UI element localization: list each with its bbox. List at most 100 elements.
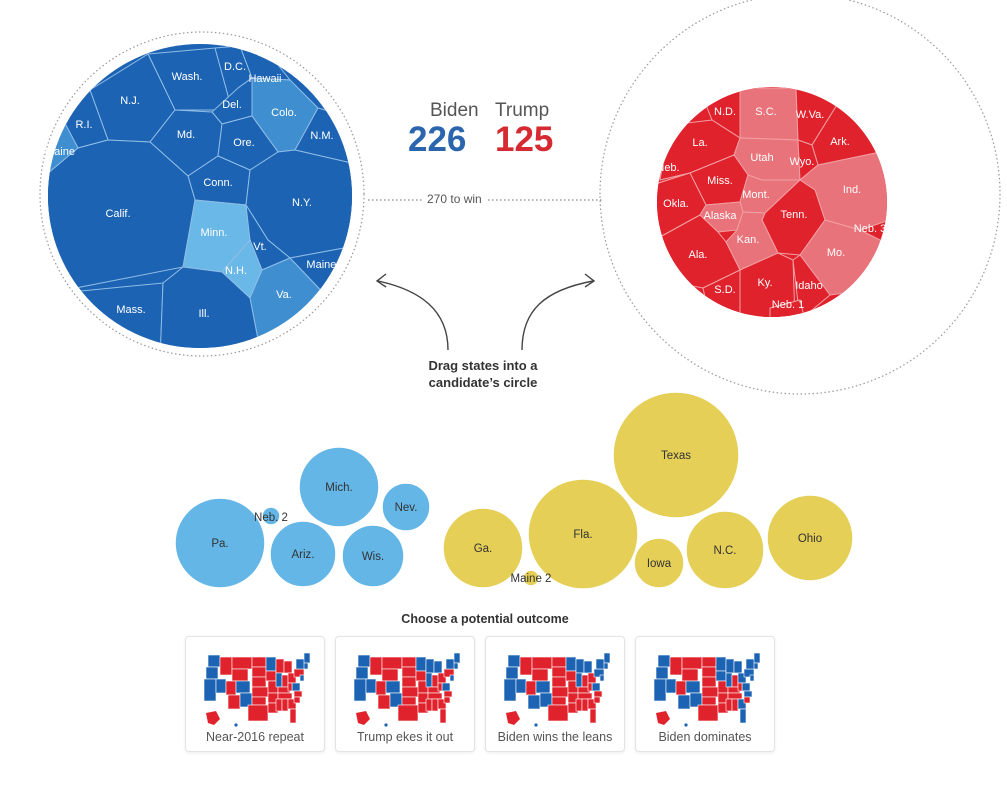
cell-mass[interactable] xyxy=(40,282,164,360)
tossup-bubble-nev[interactable] xyxy=(381,482,431,532)
map-state-in xyxy=(431,674,439,688)
map-state-mt xyxy=(681,656,703,670)
map-state-me xyxy=(603,652,610,664)
map-state-ca xyxy=(503,678,517,702)
map-state-mn xyxy=(715,656,727,672)
map-state-wi xyxy=(275,658,285,674)
state-label-calif: Calif. xyxy=(105,208,130,220)
drag-instruction-line1: Drag states into a xyxy=(428,358,538,373)
map-state-il xyxy=(725,672,733,688)
map-state-wy xyxy=(531,668,549,682)
map-state-ut xyxy=(225,680,237,696)
biden-score: Biden 226 xyxy=(408,100,479,158)
map-state-wv xyxy=(737,682,743,692)
map-state-ok xyxy=(401,696,417,706)
map-state-co xyxy=(385,680,401,694)
map-state-ut xyxy=(525,680,537,696)
map-state-ia xyxy=(565,670,577,682)
tossup-bubble-ga[interactable] xyxy=(442,507,524,589)
tossup-bubbles: Pa. Neb. 2 Mich. Nev. Ariz. Wis. Ga. Maine 2 Fla… xyxy=(174,391,854,590)
drag-instruction-line2: candidate’s circle xyxy=(428,375,538,390)
map-state-ca xyxy=(353,678,367,702)
arrowhead-right-icon xyxy=(584,273,596,288)
state-label-n-d: N.D. xyxy=(714,106,736,118)
map-state-or xyxy=(505,666,519,680)
tossup-label-mich: Mich. xyxy=(325,482,352,494)
map-state-al xyxy=(431,698,439,712)
state-label-maine-1: Maine 1 xyxy=(306,259,345,271)
tossup-bubble-n-c[interactable] xyxy=(685,510,765,590)
state-label-ark: Ark. xyxy=(830,136,850,148)
state-label-neb-3: Neb. 3 xyxy=(854,223,886,235)
us-map-thumbnail xyxy=(203,652,310,727)
map-state-wa xyxy=(657,654,671,668)
trump-state-cells xyxy=(657,87,887,320)
tossup-bubble-iowa[interactable] xyxy=(633,537,685,589)
outcome-card-trump-ekes-it-out[interactable]: Trump ekes it out xyxy=(335,636,475,752)
map-state-nd xyxy=(551,656,567,668)
tossup-bubble-pa[interactable] xyxy=(174,497,266,589)
map-state-nc xyxy=(443,690,453,698)
map-state-id xyxy=(519,656,533,676)
outcomes-heading: Choose a potential outcome xyxy=(401,612,569,626)
map-state-wv xyxy=(287,682,293,692)
map-state-sc xyxy=(293,696,301,704)
map-state-nh xyxy=(303,662,309,670)
state-label-tenn: Tenn. xyxy=(781,209,808,221)
map-state-ok xyxy=(251,696,267,706)
state-label-r-i: R.I. xyxy=(75,119,92,131)
map-state-mi xyxy=(283,660,293,674)
cell-ill[interactable] xyxy=(159,266,263,360)
tossup-bubble-mich[interactable] xyxy=(298,446,380,528)
map-state-co xyxy=(535,680,551,694)
map-state-az xyxy=(227,694,241,710)
map-state-il xyxy=(275,672,283,688)
cell-idaho[interactable] xyxy=(792,254,831,320)
biden-drop-zone[interactable] xyxy=(39,31,365,357)
map-state-id xyxy=(369,656,383,676)
state-label-miss: Miss. xyxy=(707,175,733,187)
state-label-n-h: N.H. xyxy=(225,265,247,277)
outcome-card-biden-dominates[interactable]: Biden dominates xyxy=(635,636,775,752)
map-state-az xyxy=(377,694,391,710)
map-state-mi xyxy=(733,660,743,674)
map-state-nj xyxy=(749,674,755,682)
map-state-nc xyxy=(743,690,753,698)
tossup-bubble-ariz[interactable] xyxy=(269,520,337,588)
map-state-sd xyxy=(551,666,567,678)
state-label-utah: Utah xyxy=(750,152,773,164)
map-state-ia xyxy=(265,670,277,682)
cell-calif[interactable] xyxy=(40,139,196,296)
tossup-bubble-maine-2[interactable] xyxy=(522,569,540,587)
drag-arrows xyxy=(375,273,596,351)
us-map-thumbnail xyxy=(353,652,460,727)
tossup-label-ariz: Ariz. xyxy=(292,549,315,561)
tossup-bubble-ohio[interactable] xyxy=(766,494,854,582)
map-state-wa xyxy=(207,654,221,668)
arrow-right-icon xyxy=(521,280,594,351)
map-state-mt xyxy=(231,656,253,670)
map-state-nv xyxy=(215,678,227,694)
tossup-bubble-wis[interactable] xyxy=(341,524,405,588)
map-state-or xyxy=(655,666,669,680)
outcome-card-biden-wins-the-leans[interactable]: Biden wins the leans xyxy=(485,636,625,752)
outcome-card-near-2016-repeat[interactable]: Near-2016 repeat xyxy=(185,636,325,752)
tossup-bubble-fla[interactable] xyxy=(527,478,639,590)
state-label-hawaii: Hawaii xyxy=(248,73,281,85)
map-state-sc xyxy=(743,696,751,704)
tossup-bubble-neb-2[interactable] xyxy=(261,506,281,526)
tossup-bubble-texas[interactable] xyxy=(612,391,740,519)
map-state-hi xyxy=(684,723,688,727)
threshold-label: 270 to win xyxy=(423,192,486,206)
state-label-colo: Colo. xyxy=(271,107,297,119)
map-state-id xyxy=(219,656,233,676)
map-state-il xyxy=(575,672,583,688)
map-state-ks xyxy=(401,686,419,698)
map-state-az xyxy=(677,694,691,710)
map-state-ak xyxy=(506,711,520,725)
map-state-ms xyxy=(425,698,433,712)
state-label-n-m: N.M. xyxy=(310,130,333,142)
map-state-va xyxy=(291,682,301,692)
map-state-or xyxy=(205,666,219,680)
trump-drop-zone[interactable] xyxy=(599,0,1001,395)
